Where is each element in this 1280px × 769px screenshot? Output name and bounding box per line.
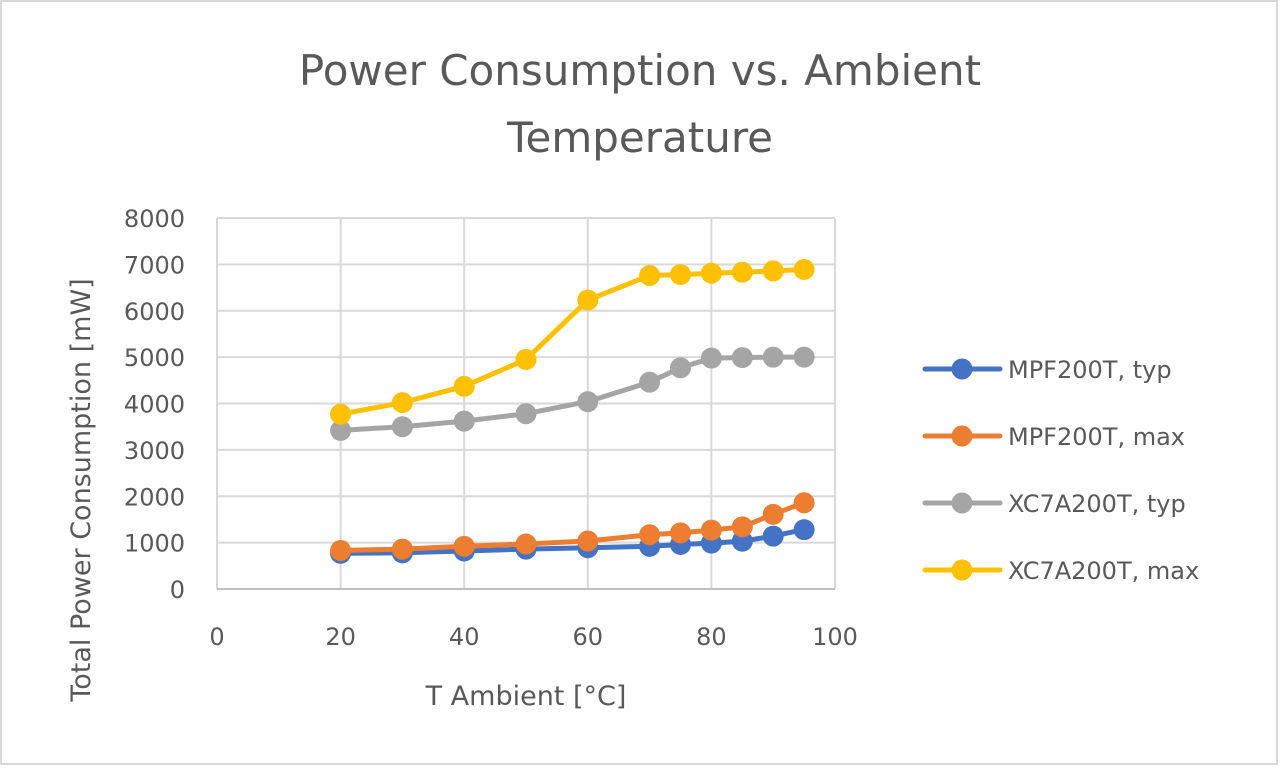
chart-title: Power Consumption vs. Ambient Temperatur… <box>299 46 981 162</box>
legend-label: XC7A200T, max <box>1008 557 1199 585</box>
legend-label: XC7A200T, typ <box>1008 490 1186 518</box>
data-point <box>515 533 537 555</box>
data-point <box>670 522 691 544</box>
y-axis-ticks: 0 1000 2000 3000 4000 5000 6000 7000 8000 <box>124 205 185 604</box>
data-point <box>453 410 475 432</box>
data-point <box>700 519 722 541</box>
data-point <box>453 375 475 397</box>
data-point <box>330 540 352 562</box>
x-tick-label: 40 <box>449 623 480 651</box>
series-line <box>338 267 807 417</box>
data-point <box>577 530 599 552</box>
data-point <box>700 262 722 284</box>
data-point <box>515 403 537 425</box>
x-axis-title: T Ambient [°C] <box>425 681 627 712</box>
legend-label: MPF200T, typ <box>1008 356 1172 384</box>
y-tick-label: 5000 <box>124 344 185 372</box>
x-tick-label: 100 <box>812 623 858 651</box>
y-tick-label: 4000 <box>124 391 185 419</box>
data-point <box>330 403 352 425</box>
data-point <box>731 530 753 552</box>
data-point <box>762 346 784 368</box>
chart-title-line-1: Power Consumption vs. Ambient <box>299 46 981 95</box>
data-point <box>670 264 691 286</box>
legend-item: MPF200T, typ <box>922 356 1172 384</box>
series-xc7a200t-max <box>330 258 815 425</box>
data-point <box>762 503 784 525</box>
data-point <box>793 258 815 280</box>
legend-marker-icon <box>951 358 973 380</box>
y-tick-label: 1000 <box>124 530 185 558</box>
data-point <box>700 347 722 369</box>
chart-title-line-2: Temperature <box>506 113 773 162</box>
legend-item: MPF200T, max <box>922 423 1185 451</box>
series-xc7a200t-typ <box>330 346 815 441</box>
legend-marker-icon <box>951 492 973 514</box>
data-point <box>453 535 475 557</box>
legend: MPF200T, typ MPF200T, max XC7A200T, typ XC7… <box>922 356 1199 585</box>
y-tick-label: 0 <box>170 576 185 604</box>
x-tick-label: 80 <box>696 623 727 651</box>
data-point <box>577 391 599 413</box>
x-tick-label: 0 <box>209 623 224 651</box>
y-axis-title: Total Power Consumption [mW] <box>66 278 97 702</box>
legend-item: XC7A200T, max <box>922 557 1199 585</box>
data-point <box>793 492 815 514</box>
data-point <box>793 346 815 368</box>
y-tick-label: 2000 <box>124 483 185 511</box>
data-point <box>391 416 413 438</box>
x-tick-label: 20 <box>325 623 356 651</box>
series-layer <box>330 258 815 564</box>
x-tick-label: 60 <box>573 623 604 651</box>
x-axis-ticks: 0 20 40 60 80 100 <box>209 623 858 651</box>
data-point <box>577 289 599 311</box>
data-point <box>639 524 661 546</box>
data-point <box>731 347 753 369</box>
legend-marker-icon <box>951 425 973 447</box>
data-point <box>793 519 815 541</box>
y-tick-label: 6000 <box>124 298 185 326</box>
series-mpf200t-max <box>330 492 815 562</box>
data-point <box>762 260 784 282</box>
data-point <box>670 357 691 379</box>
y-tick-label: 8000 <box>124 205 185 233</box>
legend-marker-icon <box>951 559 973 581</box>
legend-label: MPF200T, max <box>1008 423 1185 451</box>
data-point <box>639 265 661 287</box>
legend-item: XC7A200T, typ <box>922 490 1186 518</box>
y-tick-label: 7000 <box>124 251 185 279</box>
data-point <box>391 538 413 560</box>
y-tick-label: 3000 <box>124 437 185 465</box>
data-point <box>639 371 661 393</box>
data-point <box>515 348 537 370</box>
data-point <box>330 419 352 441</box>
data-point <box>731 261 753 283</box>
series-line <box>338 354 807 433</box>
data-point <box>762 525 784 547</box>
data-point <box>391 392 413 414</box>
data-point <box>731 516 753 538</box>
